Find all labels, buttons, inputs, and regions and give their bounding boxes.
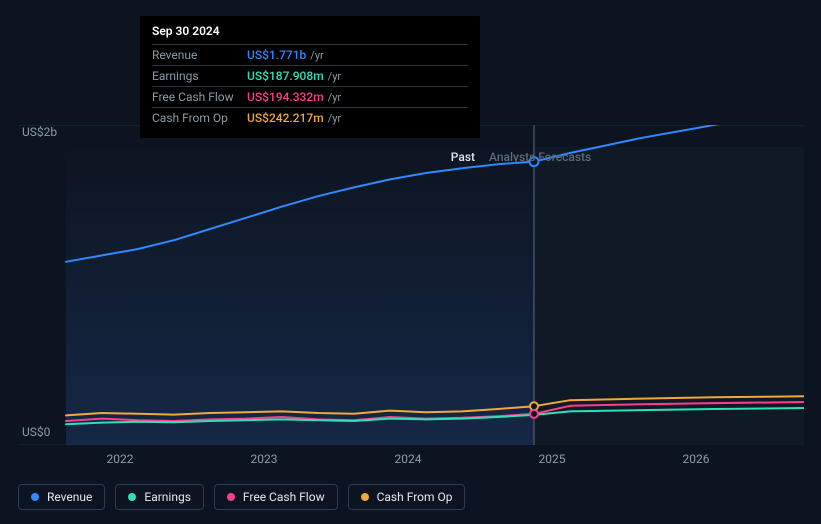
tooltip-metric-label: Revenue <box>152 48 247 62</box>
forecast-region-label: Analysts Forecasts <box>489 150 591 164</box>
legend-swatch <box>128 493 136 501</box>
tooltip-row: EarningsUS$187.908m/yr <box>152 65 468 86</box>
tooltip-metric-value: US$1.771b <box>247 48 306 62</box>
legend-swatch <box>227 493 235 501</box>
past-region-label: Past <box>451 150 475 164</box>
tooltip-row: Free Cash FlowUS$194.332m/yr <box>152 86 468 107</box>
chart-plot-area[interactable] <box>18 125 804 445</box>
legend-swatch <box>361 493 369 501</box>
x-tick-label: 2026 <box>683 452 710 466</box>
x-tick-label: 2023 <box>251 452 278 466</box>
chart-tooltip: Sep 30 2024 RevenueUS$1.771b/yrEarningsU… <box>140 16 480 138</box>
tooltip-metric-label: Earnings <box>152 69 247 83</box>
legend-item[interactable]: Revenue <box>18 484 105 510</box>
tooltip-metric-unit: /yr <box>328 112 341 125</box>
x-axis-labels: 2022 2023 2024 2025 2026 <box>48 452 804 472</box>
tooltip-metric-label: Free Cash Flow <box>152 90 247 104</box>
chart-svg <box>18 125 804 445</box>
tooltip-metric-value: US$242.217m <box>247 111 324 125</box>
tooltip-date: Sep 30 2024 <box>152 24 468 44</box>
legend-item[interactable]: Earnings <box>115 484 204 510</box>
tooltip-row: RevenueUS$1.771b/yr <box>152 44 468 65</box>
legend-item[interactable]: Free Cash Flow <box>214 484 338 510</box>
tooltip-metric-unit: /yr <box>310 49 323 62</box>
legend-label: Revenue <box>47 490 92 504</box>
tooltip-metric-label: Cash From Op <box>152 111 247 125</box>
legend-swatch <box>31 493 39 501</box>
legend-label: Cash From Op <box>377 490 453 504</box>
tooltip-metric-value: US$194.332m <box>247 90 324 104</box>
legend-label: Free Cash Flow <box>243 490 325 504</box>
chart-legend: Revenue Earnings Free Cash Flow Cash From O… <box>18 484 465 510</box>
x-tick-label: 2025 <box>539 452 566 466</box>
tooltip-metric-value: US$187.908m <box>247 69 324 83</box>
x-tick-label: 2022 <box>107 452 134 466</box>
x-tick-label: 2024 <box>395 452 422 466</box>
legend-label: Earnings <box>144 490 191 504</box>
tooltip-metric-unit: /yr <box>328 70 341 83</box>
tooltip-row: Cash From OpUS$242.217m/yr <box>152 107 468 128</box>
tooltip-metric-unit: /yr <box>328 91 341 104</box>
legend-item[interactable]: Cash From Op <box>348 484 466 510</box>
